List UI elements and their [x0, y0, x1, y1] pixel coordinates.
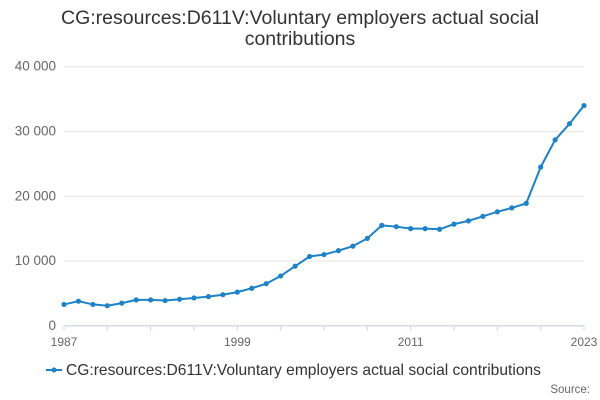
- svg-text:10 000: 10 000: [15, 253, 56, 268]
- svg-text:30 000: 30 000: [15, 123, 56, 138]
- svg-text:20 000: 20 000: [15, 188, 56, 203]
- svg-text:40 000: 40 000: [15, 59, 56, 74]
- svg-text:0: 0: [48, 318, 56, 333]
- svg-text:1999: 1999: [224, 335, 251, 349]
- svg-text:2023: 2023: [571, 335, 598, 349]
- svg-text:1987: 1987: [51, 335, 78, 349]
- svg-text:2011: 2011: [398, 335, 424, 349]
